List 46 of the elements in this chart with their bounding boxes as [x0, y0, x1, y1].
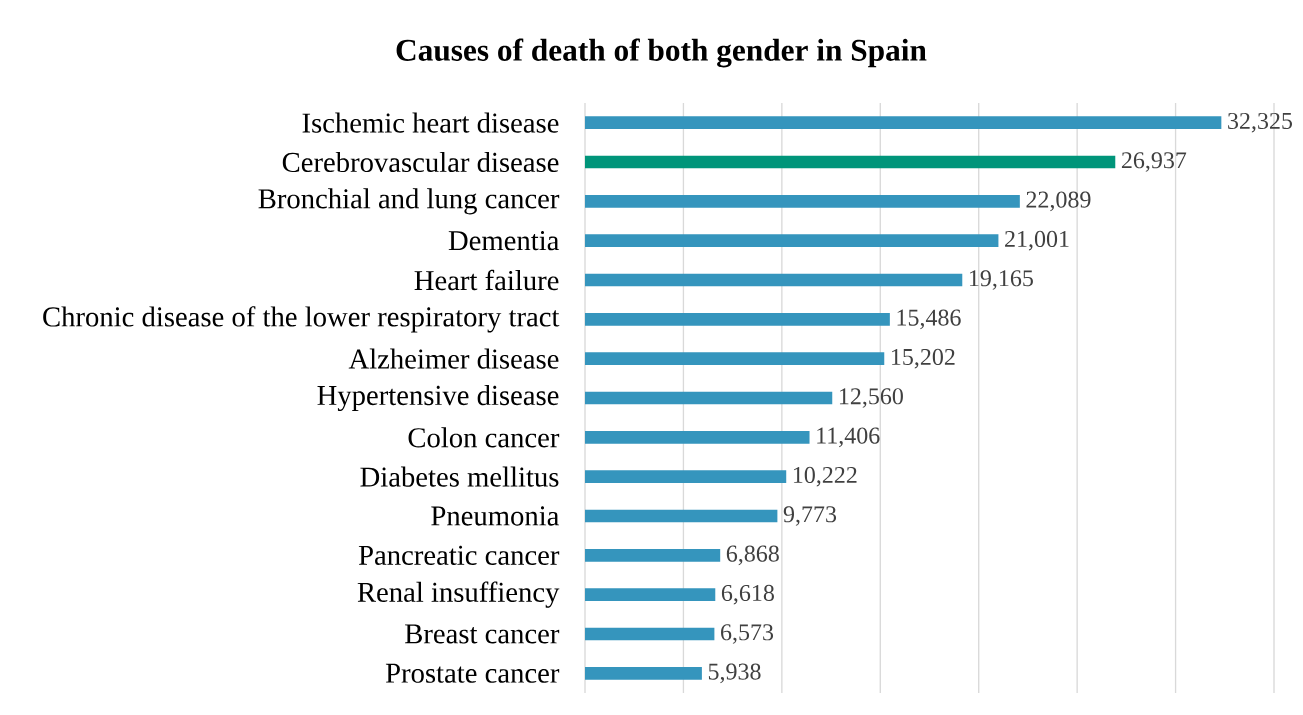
- y-tick-label: Breast cancer: [405, 624, 560, 644]
- data-label: 15,202: [891, 348, 955, 369]
- y-tick-label: Heart failure: [414, 269, 559, 291]
- bar: [585, 273, 963, 287]
- bar: [585, 667, 702, 680]
- data-label: 10,222: [793, 466, 857, 487]
- y-tick-label: Diabetes mellitus: [360, 466, 559, 487]
- y-tick-label: Colon cancer: [408, 427, 560, 448]
- y-tick-label: Bronchial and lung cancer: [258, 188, 560, 215]
- y-tick-label: Alzheimer disease: [348, 348, 559, 369]
- bar: [585, 470, 787, 483]
- data-label: 32,325: [1228, 112, 1293, 133]
- y-tick-label: Cerebrovascular disease: [282, 151, 559, 173]
- data-label: 5,938: [708, 663, 761, 684]
- data-label: 6,618: [721, 584, 774, 605]
- data-label: 11,406: [817, 427, 880, 448]
- y-tick-label: Dementia: [448, 231, 560, 251]
- bar: [585, 313, 890, 326]
- y-tick-label: Chronic disease of the lower respiratory tract: [43, 306, 560, 333]
- y-tick-label: Renal insuffiency: [357, 581, 560, 608]
- chart-title: Causes of death of both gender in Spain: [396, 38, 927, 68]
- bar: [585, 509, 778, 523]
- bar: [585, 195, 1020, 208]
- y-tick-label: Ischemic heart disease: [302, 112, 559, 133]
- data-label: 6,573: [721, 624, 774, 644]
- data-label: 6,868: [726, 545, 779, 566]
- y-tick-label: Pancreatic cancer: [358, 545, 560, 565]
- y-tick-label: Pneumonia: [431, 506, 560, 526]
- data-label: 15,486: [897, 309, 961, 330]
- bar: [585, 549, 721, 562]
- bar: [585, 588, 716, 602]
- bar: [585, 352, 885, 366]
- bar: [585, 155, 1116, 169]
- data-label: 12,560: [839, 388, 903, 408]
- bar: [585, 116, 1222, 129]
- data-label: 19,165: [969, 270, 1033, 290]
- y-tick-label: Hypertensive disease: [317, 384, 559, 412]
- bar: [585, 627, 715, 641]
- data-label: 9,773: [783, 506, 837, 526]
- data-label: 26,937: [1121, 152, 1187, 172]
- y-tick-label: Prostate cancer: [385, 663, 560, 683]
- data-label: 21,001: [1005, 230, 1069, 251]
- bar: [585, 431, 810, 444]
- data-label: 22,089: [1026, 191, 1091, 212]
- bar: [585, 391, 833, 405]
- bar: [585, 234, 999, 247]
